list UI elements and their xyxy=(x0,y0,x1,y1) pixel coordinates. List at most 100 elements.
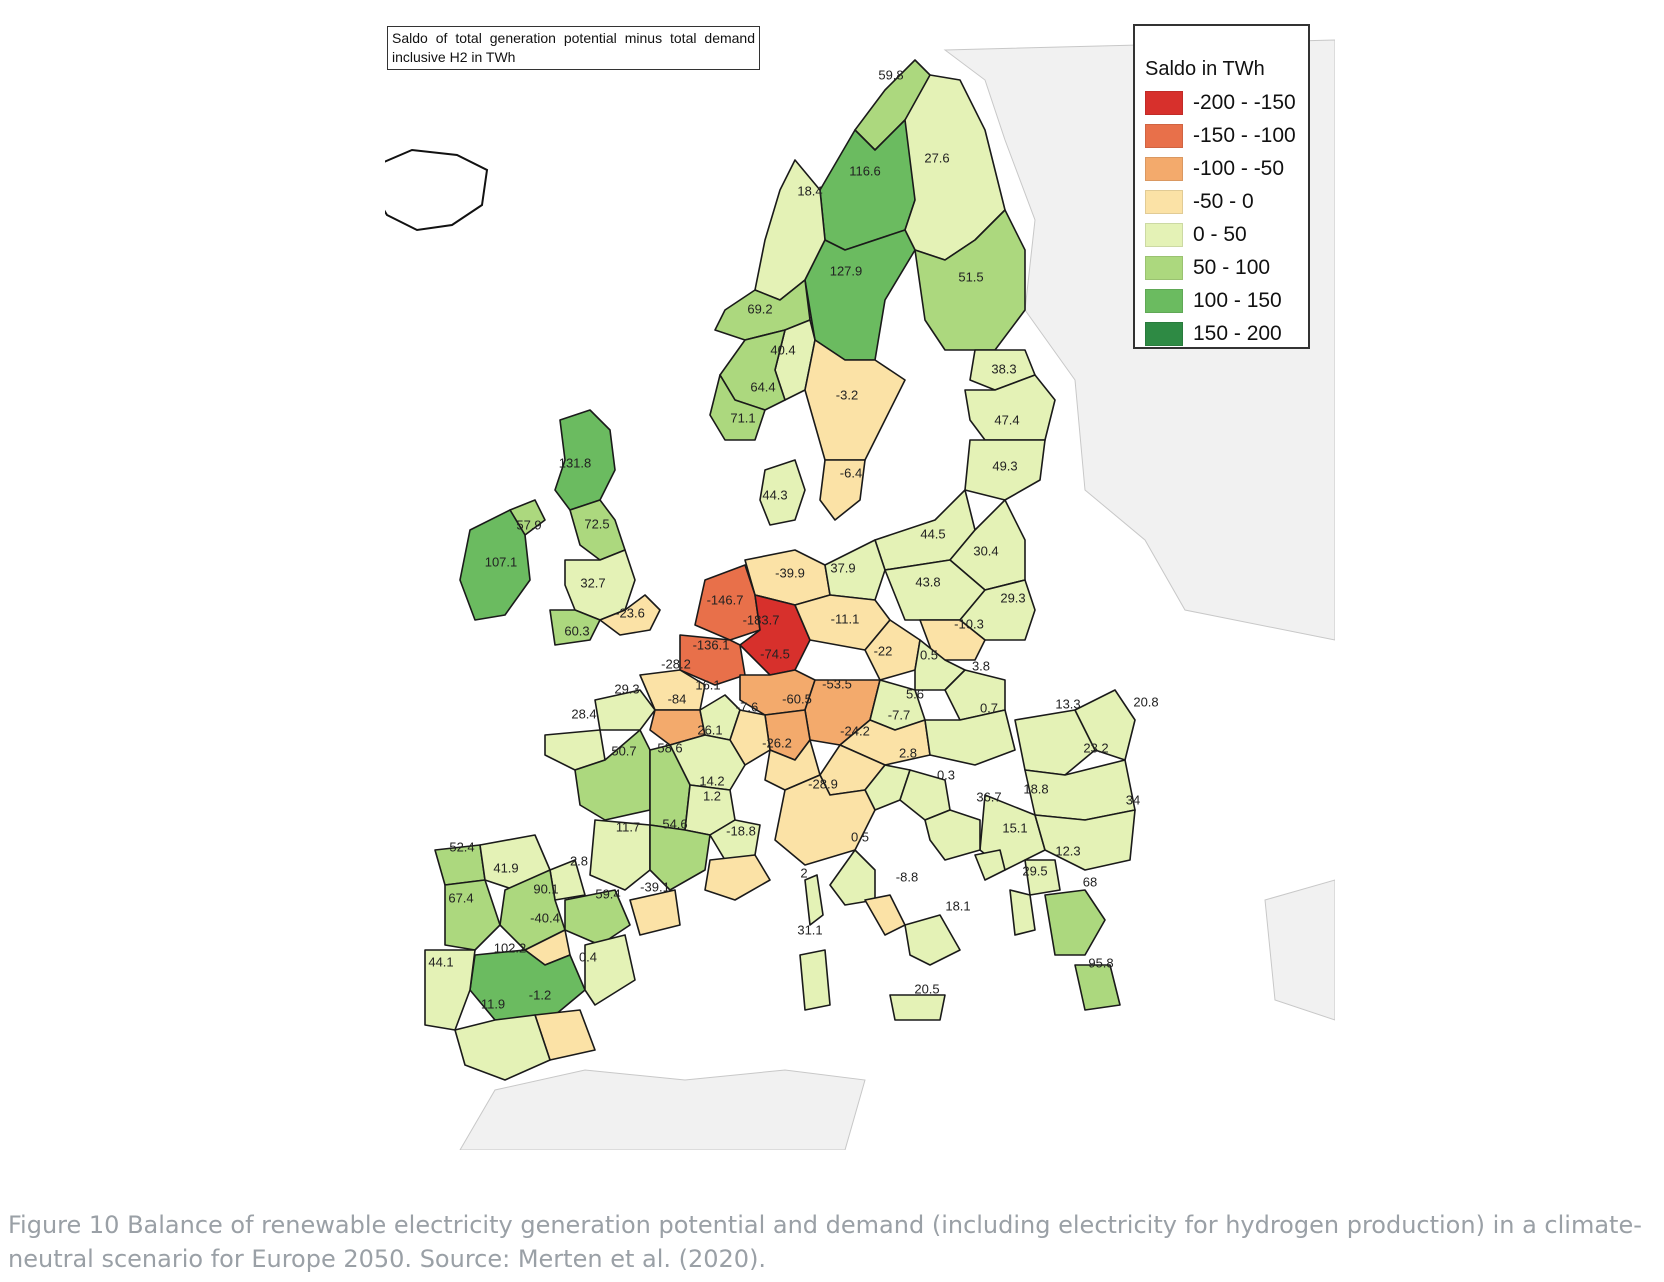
region-value-label: 11.7 xyxy=(616,819,640,834)
region-value-label: 47.4 xyxy=(994,412,1019,427)
region-value-label: -28.2 xyxy=(661,656,691,671)
region-value-label: 57.9 xyxy=(516,517,541,532)
region-wales xyxy=(549,609,601,646)
region-value-label: 43.8 xyxy=(915,574,940,589)
legend-entry: -200 - -150 xyxy=(1145,86,1308,119)
region-value-label: 67.4 xyxy=(448,890,473,905)
region-value-label: -7.6 xyxy=(736,699,758,714)
region-value-label: 18.1 xyxy=(945,898,970,913)
region-value-label: -8.8 xyxy=(896,869,918,884)
region-value-label: 26.1 xyxy=(697,722,722,737)
region-value-label: 18.8 xyxy=(1023,781,1048,796)
region-value-label: 69.2 xyxy=(747,301,772,316)
region-labels: 59.8 116.6 18.4 27.6 127.9 51.5 69.2 40.4 64.4 71… xyxy=(428,67,1158,1011)
legend-swatch xyxy=(1145,123,1183,148)
region-value-label: 116.6 xyxy=(849,163,881,178)
region-se-south xyxy=(804,339,906,461)
region-value-label: 44.1 xyxy=(428,954,453,969)
region-albania xyxy=(1009,889,1036,936)
iceland-outline xyxy=(385,148,489,232)
region-fi-south xyxy=(914,209,1026,351)
region-value-label: 29.3 xyxy=(614,681,639,696)
region-value-label: 102.2 xyxy=(494,940,527,955)
region-value-label: 11.9 xyxy=(481,996,505,1011)
region-bulgaria xyxy=(1034,809,1136,871)
map-title-box: Saldo of total generation potential minu… xyxy=(387,26,760,70)
region-se-mid xyxy=(804,229,916,361)
region-value-label: -18.8 xyxy=(726,823,756,838)
region-value-label: 3.8 xyxy=(972,658,990,673)
region-value-label: 32.7 xyxy=(580,575,605,590)
region-value-label: -6.4 xyxy=(840,465,862,480)
region-value-label: 2.8 xyxy=(899,745,917,760)
legend-entry: 0 - 50 xyxy=(1145,218,1308,251)
region-slovakia xyxy=(944,669,1006,721)
region-value-label: 38.3 xyxy=(991,361,1016,376)
region-value-label: -22 xyxy=(874,643,893,658)
region-greece-south xyxy=(1074,964,1121,1011)
legend-swatch xyxy=(1145,222,1183,247)
region-value-label: 127.9 xyxy=(830,263,863,278)
region-value-label: 34 xyxy=(1126,792,1140,807)
map-title: Saldo of total generation potential minu… xyxy=(392,30,755,65)
region-it-rome xyxy=(864,894,906,936)
region-value-label: 131.8 xyxy=(559,455,592,470)
region-corsica xyxy=(804,874,824,926)
region-value-label: 13.3 xyxy=(1055,696,1080,711)
legend-entry: -100 - -50 xyxy=(1145,152,1308,185)
legend-swatch xyxy=(1145,288,1183,313)
region-value-label: -26.2 xyxy=(762,735,792,750)
region-value-label: 2 xyxy=(800,865,807,880)
region-value-label: 16.1 xyxy=(695,677,720,692)
legend-label: 0 - 50 xyxy=(1193,222,1247,246)
region-value-label: -84 xyxy=(668,691,687,706)
region-value-label: 64.4 xyxy=(750,379,775,394)
region-value-label: 54.6 xyxy=(662,816,687,831)
region-value-label: -40.4 xyxy=(530,910,560,925)
region-value-label: 44.5 xyxy=(920,526,945,541)
region-value-label: 28.4 xyxy=(571,706,596,721)
legend-label: 100 - 150 xyxy=(1193,288,1282,312)
legend-entry: -150 - -100 xyxy=(1145,119,1308,152)
legend-entry: 150 - 200 xyxy=(1145,317,1308,350)
region-value-label: -10.3 xyxy=(954,616,984,631)
region-value-label: -146.7 xyxy=(707,592,744,607)
region-value-label: 0.4 xyxy=(579,949,597,964)
region-value-label: 59.8 xyxy=(878,67,903,82)
region-latvia xyxy=(964,374,1056,441)
region-denmark xyxy=(759,459,806,526)
region-value-label: 59.4 xyxy=(595,886,620,901)
legend-label: 150 - 200 xyxy=(1193,321,1282,345)
legend-swatch xyxy=(1145,321,1183,346)
legend-entry: 100 - 150 xyxy=(1145,284,1308,317)
map-figure: 59.8 116.6 18.4 27.6 127.9 51.5 69.2 40.4 64.4 71… xyxy=(385,20,1335,1150)
region-value-label: 72.5 xyxy=(584,516,609,531)
region-es-andalusia xyxy=(454,1014,551,1081)
region-value-label: -39.1 xyxy=(640,879,670,894)
region-value-label: 0.3 xyxy=(937,767,955,782)
region-fr-south xyxy=(649,824,711,891)
legend: Saldo in TWh -200 - -150 -150 - -100 -100 … xyxy=(1133,24,1310,349)
region-layer xyxy=(385,59,1136,1081)
region-value-label: -60.5 xyxy=(782,691,812,706)
region-se-southmost xyxy=(819,459,866,521)
region-value-label: 36.7 xyxy=(976,789,1001,804)
region-north-macedonia xyxy=(1024,859,1061,896)
region-value-label: 31.1 xyxy=(797,922,822,937)
turkey-land xyxy=(1264,879,1335,1021)
region-value-label: 58.6 xyxy=(657,740,682,755)
region-value-label: 12.3 xyxy=(1055,843,1080,858)
legend-entry: -50 - 0 xyxy=(1145,185,1308,218)
region-no-south-tip xyxy=(709,374,766,441)
region-sardinia xyxy=(799,949,831,1011)
region-value-label: 29.5 xyxy=(1022,863,1047,878)
region-portugal-south xyxy=(424,949,476,1031)
legend-swatch xyxy=(1145,255,1183,280)
region-bosnia xyxy=(924,809,981,861)
legend-entry: 50 - 100 xyxy=(1145,251,1308,284)
region-es-valencia xyxy=(584,934,636,1006)
region-value-label: -183.7 xyxy=(743,612,780,627)
region-lithuania xyxy=(964,439,1046,501)
region-value-label: 2.8 xyxy=(570,853,588,868)
region-de-northeast xyxy=(824,539,886,601)
